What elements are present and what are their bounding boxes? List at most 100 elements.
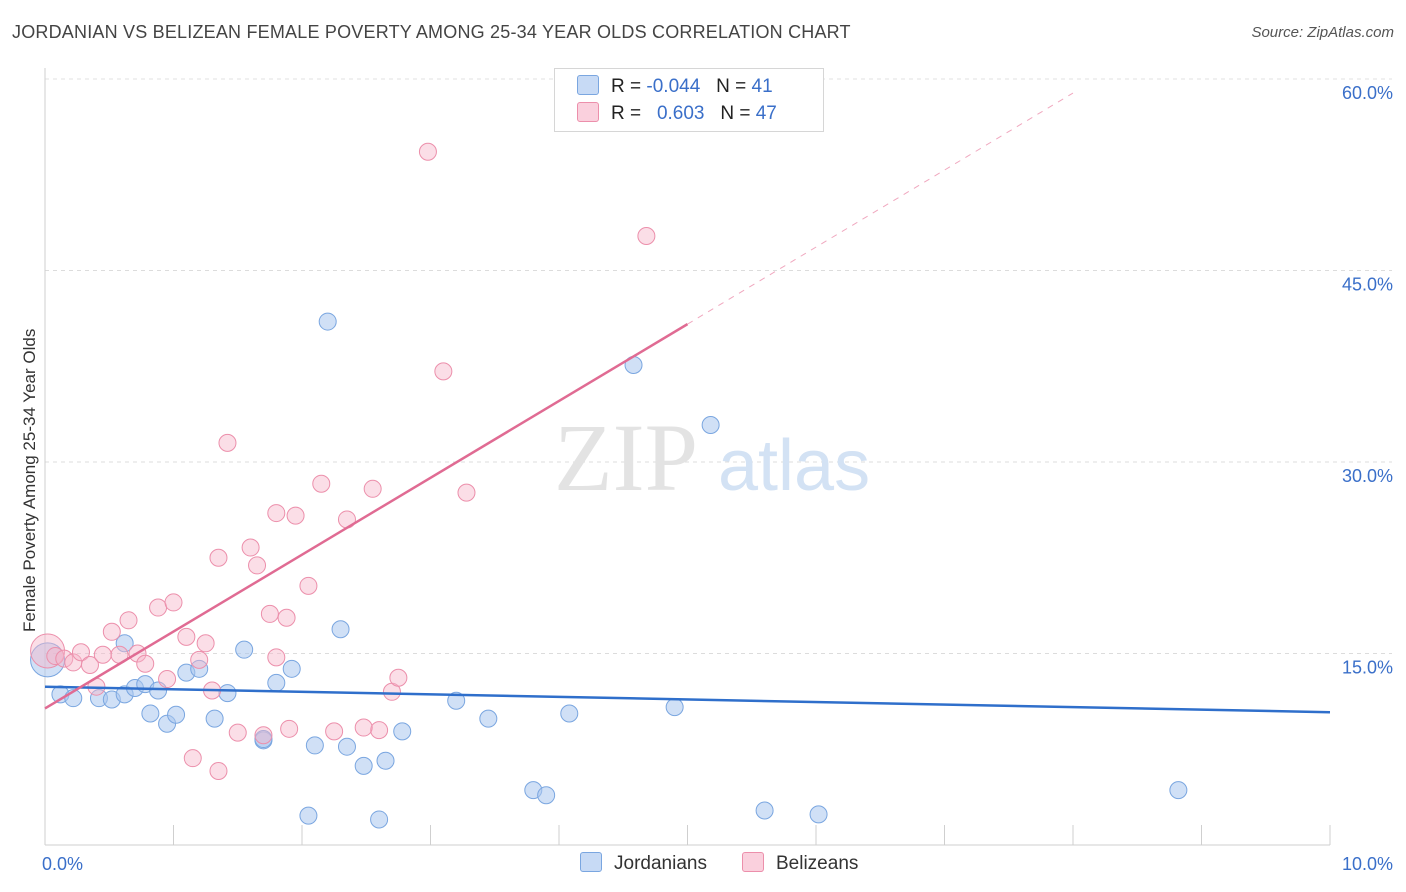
- x-tick-label: 0.0%: [42, 854, 83, 874]
- jordanian-point: [755, 801, 774, 820]
- belizean-point: [218, 433, 237, 452]
- belizean-point: [267, 648, 286, 667]
- belizean-point: [71, 643, 90, 662]
- belizean-point: [183, 749, 202, 768]
- belizean-point: [277, 608, 296, 627]
- jordanian-point: [235, 640, 254, 659]
- belizean-point: [196, 634, 215, 653]
- legend-n-value: 41: [751, 76, 773, 97]
- jordanian-point: [141, 704, 160, 723]
- y-tick-label: 30.0%: [1342, 466, 1393, 486]
- belizean-point: [177, 627, 196, 646]
- belizean-point: [248, 556, 267, 575]
- legend-swatch-belizeans: [577, 102, 599, 122]
- jordanian-point: [393, 722, 412, 741]
- belizean-point: [434, 362, 453, 381]
- watermark-zip: ZIP: [554, 404, 698, 511]
- legend-row-jordanians: R = -0.044 N = 41: [577, 75, 773, 99]
- belizean-point: [136, 654, 155, 673]
- bottom-legend-label-belizeans: Belizeans: [776, 853, 859, 874]
- jordanian-point: [254, 730, 273, 749]
- jordanian-point: [447, 691, 466, 710]
- belizean-point: [80, 655, 99, 674]
- legend-n-label: N =: [716, 76, 747, 97]
- trend-lines: [44, 92, 1331, 714]
- jordanian-point: [337, 737, 356, 756]
- jordanian-point: [115, 634, 134, 653]
- belizean-point: [418, 142, 437, 161]
- legend-swatch-jordanians: [577, 75, 599, 95]
- belizean-point: [228, 723, 247, 742]
- bottom-legend-jordanians: Jordanians: [580, 852, 707, 875]
- belizean-point: [389, 668, 408, 687]
- bottom-legend-swatch-belizeans: [742, 852, 764, 872]
- belizean-point: [149, 598, 168, 617]
- jordanian-point: [205, 709, 224, 728]
- stats-legend: R = -0.044 N = 41 R = 0.603 N = 47: [554, 68, 824, 132]
- jordanian-point: [305, 736, 324, 755]
- belizean-point: [93, 645, 112, 664]
- gridlines: [45, 78, 1392, 654]
- belizean-point: [363, 479, 382, 498]
- x-tick-label: 10.0%: [1342, 854, 1393, 874]
- legend-r-label: R =: [611, 103, 642, 124]
- belizean-point: [299, 576, 318, 595]
- belizean-point: [190, 650, 209, 669]
- bottom-legend-label-jordanians: Jordanians: [614, 853, 707, 874]
- jordanian-point: [167, 705, 186, 724]
- axes: [44, 68, 1331, 846]
- jordanian-point: [479, 709, 498, 728]
- legend-n-label: N =: [720, 103, 751, 124]
- jordanian-point: [354, 756, 373, 775]
- jordanian-point: [809, 805, 828, 824]
- tick-labels: 15.0% 30.0% 45.0% 60.0% 0.0% 10.0%: [42, 83, 1393, 874]
- belizean-point: [260, 604, 279, 623]
- jordanian-point: [282, 659, 301, 678]
- belizean-trend-extension: [687, 92, 1074, 325]
- jordanian-point: [537, 786, 556, 805]
- watermark-atlas: atlas: [718, 426, 870, 506]
- jordanian-point: [299, 806, 318, 825]
- jordanian-trend-line: [44, 685, 1331, 714]
- belizean-point: [267, 504, 286, 523]
- belizean-point: [286, 506, 305, 525]
- belizean-point: [312, 474, 331, 493]
- legend-n-value: 47: [755, 103, 777, 124]
- belizean-point: [370, 721, 389, 740]
- y-tick-label: 45.0%: [1342, 275, 1393, 295]
- source-credit: Source: ZipAtlas.com: [1251, 24, 1394, 41]
- bottom-legend-belizeans: Belizeans: [742, 852, 858, 875]
- jordanian-point: [267, 673, 286, 692]
- belizean-point: [457, 483, 476, 502]
- jordanian-point: [560, 704, 579, 723]
- jordanian-point: [218, 684, 237, 703]
- jordanian-point: [665, 698, 684, 717]
- legend-row-belizeans: R = 0.603 N = 47: [577, 102, 777, 126]
- legend-r-value: 0.603: [656, 103, 705, 124]
- jordanian-point: [1169, 781, 1188, 800]
- belizean-trend-line: [44, 323, 689, 710]
- belizean-point: [280, 719, 299, 738]
- y-tick-label: 60.0%: [1342, 83, 1393, 103]
- belizean-point: [354, 718, 373, 737]
- jordanian-point: [376, 751, 395, 770]
- belizean-point: [325, 722, 344, 741]
- y-tick-label: 15.0%: [1342, 658, 1393, 678]
- belizean-point: [637, 227, 656, 246]
- belizean-point: [164, 593, 183, 612]
- belizean-point: [55, 649, 74, 668]
- belizean-point: [119, 611, 138, 630]
- legend-r-value: -0.044: [646, 76, 701, 97]
- chart-title: JORDANIAN VS BELIZEAN FEMALE POVERTY AMO…: [12, 22, 851, 42]
- legend-r-label: R =: [611, 76, 642, 97]
- belizean-point: [209, 548, 228, 567]
- belizean-point: [254, 726, 273, 745]
- belizean-point: [241, 538, 260, 557]
- jordanian-point: [331, 620, 350, 639]
- bottom-legend-swatch-jordanians: [580, 852, 602, 872]
- watermark: ZIP atlas: [554, 404, 870, 511]
- belizean-point: [102, 622, 121, 641]
- belizean-point: [158, 670, 177, 689]
- jordanian-point: [370, 810, 389, 829]
